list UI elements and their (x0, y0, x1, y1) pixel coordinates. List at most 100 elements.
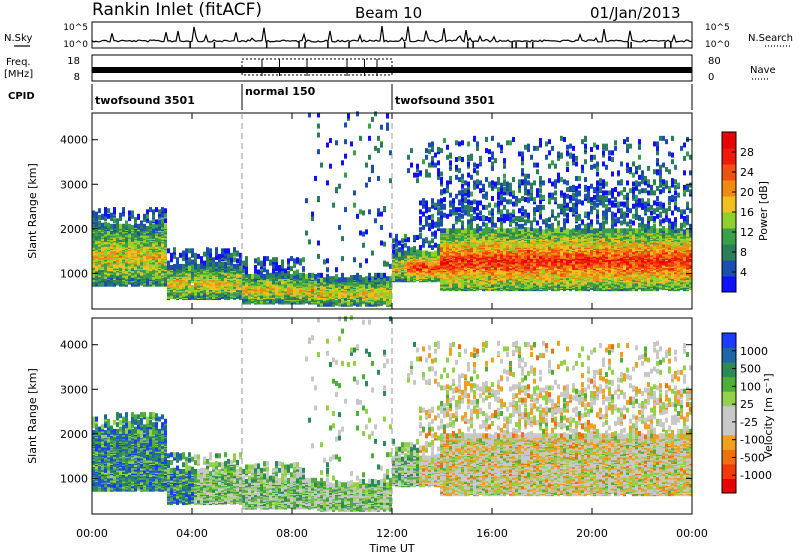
power-cell (125, 223, 128, 229)
power-cell (452, 228, 455, 234)
power-cell (500, 185, 503, 191)
power-cell (260, 270, 263, 276)
power-cell (263, 278, 266, 284)
power-cell (413, 250, 416, 256)
power-cell (449, 192, 452, 198)
power-cell (482, 204, 485, 210)
power-cell (503, 213, 506, 219)
power-cell (128, 210, 131, 216)
power-cell (428, 149, 431, 155)
power-cell (479, 216, 482, 222)
power-cell (464, 204, 467, 210)
power-cell (194, 263, 197, 269)
power-cell (458, 177, 461, 183)
power-cell (209, 252, 212, 258)
power-cell (107, 208, 110, 214)
power-cell (467, 219, 470, 225)
power-cell (473, 216, 476, 222)
power-cell (467, 161, 470, 167)
power-cell (272, 282, 275, 288)
power-cell (440, 198, 443, 204)
power-cell (503, 262, 506, 268)
power-cell (395, 241, 398, 247)
power-cell (95, 221, 98, 227)
power-cell (161, 211, 164, 217)
power-cell (506, 190, 509, 196)
power-cell (314, 273, 317, 279)
power-cell (146, 277, 149, 283)
power-cell (485, 191, 488, 197)
power-cell (221, 282, 224, 288)
power-cell (488, 202, 491, 208)
power-cell (503, 161, 506, 167)
power-cell (461, 213, 464, 219)
power-cell (272, 272, 275, 278)
power-cell (233, 257, 236, 263)
power-cell (428, 172, 431, 178)
power-cell (503, 217, 506, 223)
power-cell (470, 221, 473, 227)
power-cell (176, 263, 179, 269)
power-cell (206, 260, 209, 266)
power-cell (437, 217, 440, 223)
power-cell (149, 207, 152, 213)
power-cell (275, 266, 278, 272)
power-cell (92, 268, 95, 274)
power-cell (242, 273, 245, 279)
power-cell (422, 261, 425, 267)
power-cell (362, 210, 365, 216)
power-cell (113, 218, 116, 224)
power-cell (272, 263, 275, 269)
noise-left-tick-bottom: 10^0 (63, 40, 88, 50)
power-cell (431, 160, 434, 166)
power-cell (500, 194, 503, 200)
power-cell (449, 228, 452, 234)
power-cell (443, 212, 446, 218)
power-cell (479, 180, 482, 186)
power-cell (419, 249, 422, 255)
power-cell (503, 204, 506, 210)
power-cell (290, 256, 293, 262)
power-cell (278, 287, 281, 293)
power-cell (278, 272, 281, 278)
power-cell (437, 250, 440, 256)
power-cell (260, 260, 263, 266)
power-cell (443, 197, 446, 203)
power-cell (497, 194, 500, 200)
power-cell (437, 221, 440, 227)
power-cell (158, 219, 161, 225)
power-cell (230, 257, 233, 263)
power-cell (491, 228, 494, 234)
power-cell (485, 136, 488, 142)
power-cell (479, 188, 482, 194)
power-cell (272, 268, 275, 274)
power-cell (368, 209, 371, 215)
power-cell (200, 256, 203, 262)
power-cell (407, 237, 410, 243)
power-cell (425, 237, 428, 243)
power-cell (410, 148, 413, 154)
power-cell (506, 278, 509, 284)
power-cell (368, 154, 371, 160)
power-cell (425, 203, 428, 209)
power-cell (440, 148, 443, 154)
power-cell (95, 243, 98, 249)
power-cell (458, 217, 461, 223)
power-cell (461, 203, 464, 209)
power-cell (476, 204, 479, 210)
power-cell (302, 257, 305, 263)
power-cell (281, 262, 284, 268)
power-cell (224, 261, 227, 267)
power-cell (230, 252, 233, 258)
power-cell (347, 289, 350, 295)
power-cell (437, 210, 440, 216)
power-cell (287, 265, 290, 271)
power-cell (506, 216, 509, 222)
power-cell (362, 277, 365, 283)
power-cell (185, 248, 188, 254)
power-cell (461, 197, 464, 203)
power-cell (419, 170, 422, 176)
power-cell (104, 267, 107, 273)
power-cell (401, 243, 404, 249)
power-cell (407, 250, 410, 256)
